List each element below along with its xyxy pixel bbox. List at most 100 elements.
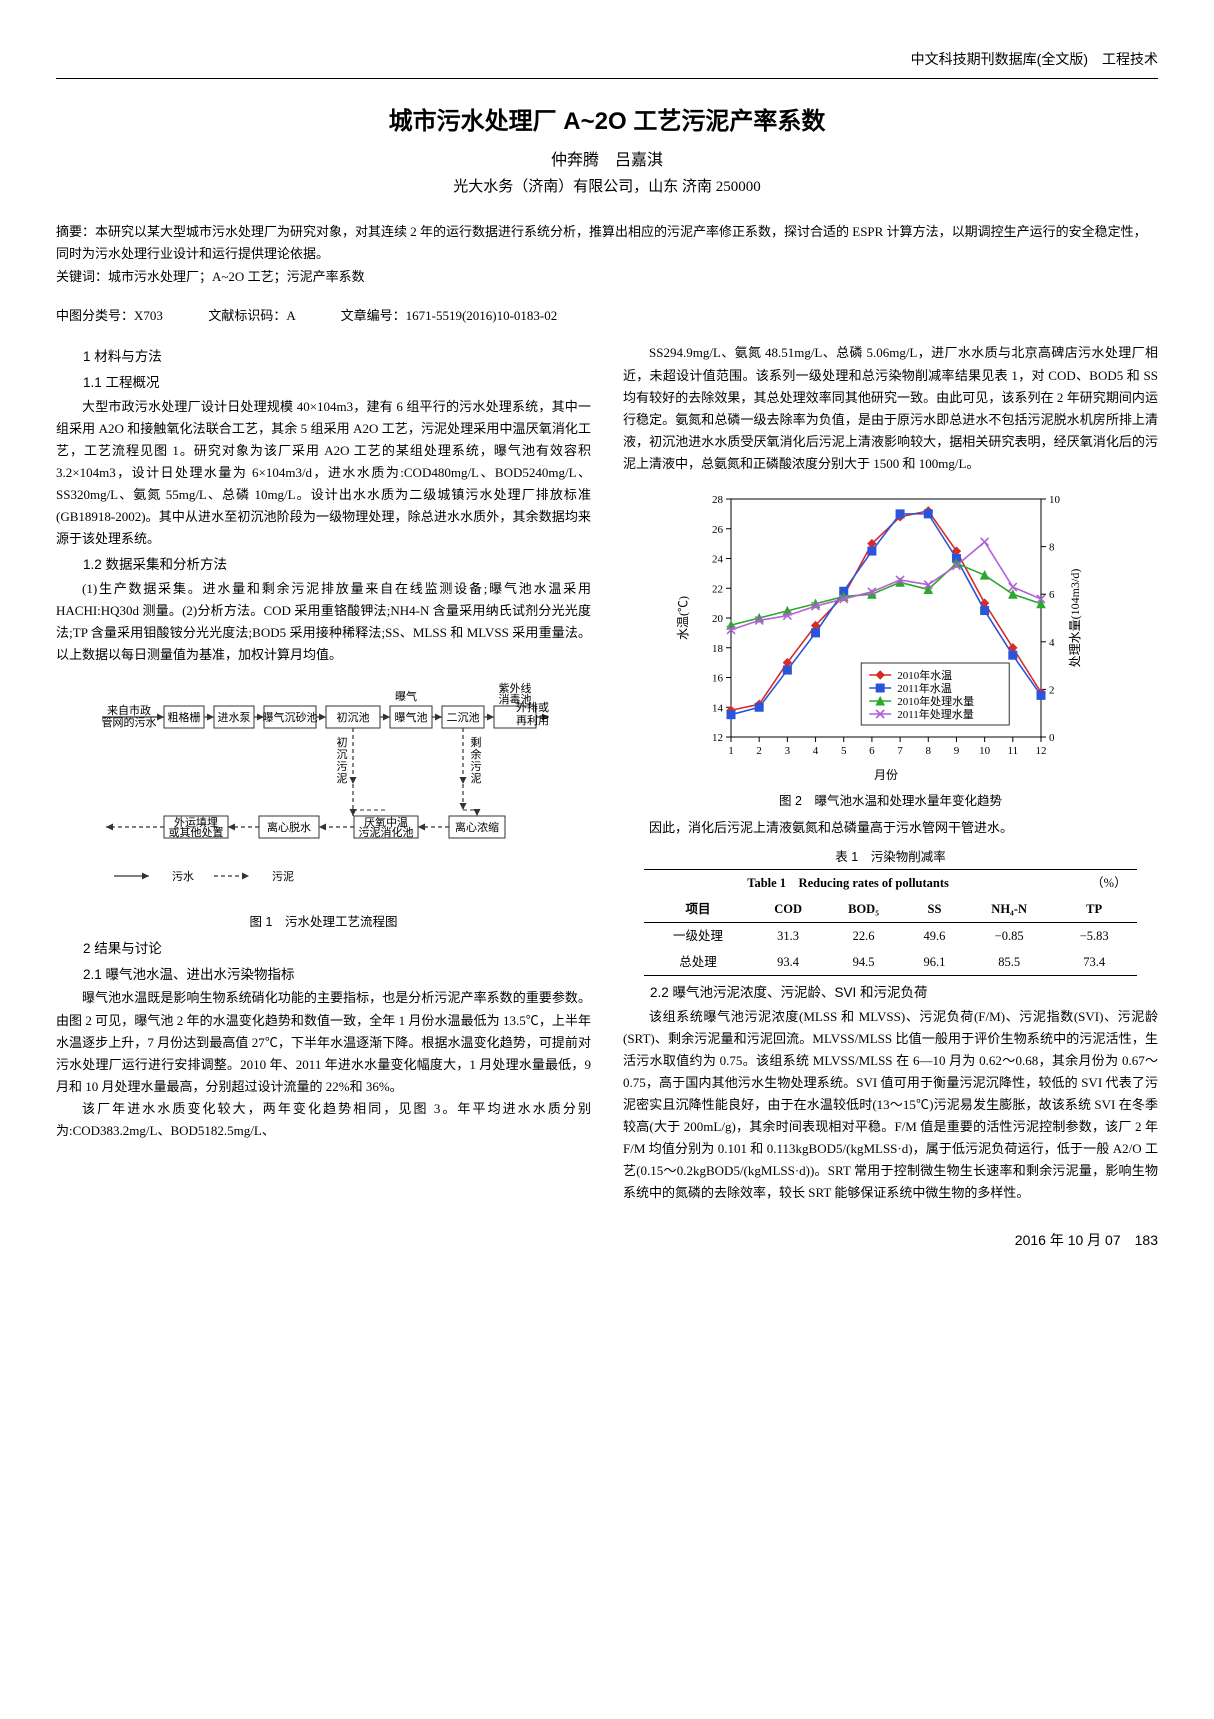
para-2: (1)生产数据采集。进水量和剩余污泥排放量来自在线监测设备;曝气池水温采用 HA… — [56, 578, 591, 666]
svg-text:18: 18 — [712, 643, 724, 655]
table-cell: 一级处理 — [644, 923, 751, 950]
journal-header: 中文科技期刊数据库(全文版) 工程技术 — [56, 48, 1158, 70]
svg-text:进水泵: 进水泵 — [217, 711, 250, 724]
table-col: BOD₅ — [825, 896, 903, 923]
svg-text:2011年处理水量: 2011年处理水量 — [897, 707, 974, 721]
svg-text:10: 10 — [979, 745, 991, 757]
svg-text:5: 5 — [840, 745, 846, 757]
svg-text:污泥消化池: 污泥消化池 — [358, 825, 413, 839]
table-1-unit: （%） — [1052, 870, 1137, 896]
svg-text:2010年水温: 2010年水温 — [897, 668, 952, 682]
table-cell: 总处理 — [644, 949, 751, 976]
figure-1-caption: 图 1 污水处理工艺流程图 — [56, 912, 591, 932]
table-cell: −5.83 — [1052, 923, 1137, 950]
two-column-layout: 1 材料与方法 1.1 工程概况 大型市政污水处理厂设计日处理规模 40×104… — [56, 342, 1158, 1204]
svg-text:2011年水温: 2011年水温 — [897, 681, 952, 695]
header-rule — [56, 78, 1158, 79]
table-cell: −0.85 — [967, 923, 1052, 950]
para-7: 该组系统曝气池污泥浓度(MLSS 和 MLVSS)、污泥负荷(F/M)、污泥指数… — [623, 1006, 1158, 1205]
svg-text:16: 16 — [712, 673, 724, 685]
abstract-text: 本研究以某大型城市污水处理厂为研究对象，对其连续 2 年的运行数据进行系统分析，… — [56, 224, 1147, 261]
article-no-label: 文章编号： — [341, 308, 406, 323]
svg-text:离心浓缩: 离心浓缩 — [455, 820, 499, 834]
heading-1-2: 1.2 数据采集和分析方法 — [56, 554, 591, 576]
right-column: SS294.9mg/L、氨氮 48.51mg/L、总磷 5.06mg/L，进厂水… — [623, 342, 1158, 1204]
svg-text:泥: 泥 — [336, 772, 347, 785]
svg-text:粗格栅: 粗格栅 — [167, 710, 200, 724]
para-1: 大型市政污水处理厂设计日处理规模 40×104m3，建有 6 组平行的污水处理系… — [56, 396, 591, 551]
svg-text:泥: 泥 — [470, 772, 481, 785]
svg-text:14: 14 — [712, 702, 724, 714]
svg-text:离心脱水: 离心脱水 — [267, 820, 311, 834]
svg-text:11: 11 — [1007, 745, 1018, 757]
clc-label: 中图分类号： — [56, 308, 134, 323]
svg-text:初沉池: 初沉池 — [336, 710, 369, 724]
svg-text:或其他处置: 或其他处置 — [168, 826, 223, 839]
svg-text:12: 12 — [1035, 745, 1046, 757]
keywords-label: 关键词： — [56, 269, 108, 284]
svg-text:污水: 污水 — [172, 870, 194, 883]
svg-text:二沉池: 二沉池 — [446, 711, 479, 724]
table-cell: 85.5 — [967, 949, 1052, 976]
svg-text:4: 4 — [812, 745, 818, 757]
table-cell: 96.1 — [902, 949, 966, 976]
svg-text:剩: 剩 — [470, 736, 481, 749]
clc: X703 — [134, 308, 163, 323]
svg-text:再利用: 再利用 — [516, 714, 549, 727]
svg-text:曝气沉砂池: 曝气沉砂池 — [262, 710, 317, 724]
svg-text:8: 8 — [1049, 542, 1055, 554]
abstract-label: 摘要： — [56, 224, 95, 239]
svg-text:2010年处理水量: 2010年处理水量 — [897, 694, 974, 708]
heading-2-1: 2.1 曝气池水温、进出水污染物指标 — [56, 964, 591, 986]
svg-text:紫外线: 紫外线 — [498, 681, 531, 695]
svg-text:4: 4 — [1049, 637, 1055, 649]
figure-1-svg: 曝气紫外线消毒池粗格栅进水泵曝气沉砂池初沉池曝气池二沉池来自市政管网的污水外排或… — [94, 676, 554, 906]
table-col: TP — [1052, 896, 1137, 923]
svg-text:污: 污 — [336, 760, 347, 773]
doc-code-label: 文献标识码： — [208, 308, 286, 323]
table-1-title-en: Table 1 Reducing rates of pollutants — [644, 870, 1051, 896]
meta-line: 中图分类号：X703 文献标识码：A 文章编号：1671-5519(2016)1… — [56, 306, 1158, 327]
svg-text:28: 28 — [712, 494, 724, 506]
svg-text:初: 初 — [336, 735, 347, 749]
svg-text:余: 余 — [470, 747, 481, 761]
article-no: 1671-5519(2016)10-0183-02 — [406, 308, 558, 323]
svg-text:20: 20 — [712, 613, 724, 625]
heading-2: 2 结果与讨论 — [56, 938, 591, 960]
table-cell: 49.6 — [902, 923, 966, 950]
abstract-block: 摘要：本研究以某大型城市污水处理厂为研究对象，对其连续 2 年的运行数据进行系统… — [56, 221, 1158, 287]
authors: 仲奔腾 吕嘉淇 — [56, 148, 1158, 174]
svg-text:24: 24 — [712, 554, 724, 566]
table-col: SS — [902, 896, 966, 923]
svg-text:1: 1 — [728, 745, 734, 757]
svg-text:曝气: 曝气 — [395, 689, 417, 703]
para-3: 曝气池水温既是影响生物系统硝化功能的主要指标，也是分析污泥产率系数的重要参数。由… — [56, 987, 591, 1097]
svg-text:0: 0 — [1049, 732, 1055, 744]
svg-text:曝气池: 曝气池 — [394, 710, 427, 724]
table-1-title-cn: 表 1 污染物削减率 — [623, 847, 1158, 867]
table-col: COD — [752, 896, 825, 923]
figure-1: 曝气紫外线消毒池粗格栅进水泵曝气沉砂池初沉池曝气池二沉池来自市政管网的污水外排或… — [56, 676, 591, 906]
table-col: 项目 — [644, 896, 751, 923]
table-1: Table 1 Reducing rates of pollutants （%）… — [644, 869, 1136, 976]
figure-2-caption: 图 2 曝气池水温和处理水量年变化趋势 — [623, 791, 1158, 811]
figure-2-svg: 123456789101112月份121416182022242628水温(℃)… — [671, 485, 1111, 785]
table-col: NH₄-N — [967, 896, 1052, 923]
svg-text:外排或: 外排或 — [516, 700, 549, 714]
heading-1-1: 1.1 工程概况 — [56, 372, 591, 394]
table-cell: 31.3 — [752, 923, 825, 950]
table-cell: 93.4 — [752, 949, 825, 976]
page-footer: 2016 年 10 月 07 183 — [56, 1229, 1158, 1251]
svg-text:2: 2 — [1049, 684, 1055, 696]
svg-text:沉: 沉 — [336, 748, 347, 761]
svg-text:6: 6 — [869, 745, 875, 757]
svg-text:处理水量(104m3/d): 处理水量(104m3/d) — [1068, 569, 1082, 668]
article-title: 城市污水处理厂 A~2O 工艺污泥产率系数 — [56, 103, 1158, 141]
svg-text:12: 12 — [712, 732, 723, 744]
para-4: 该厂年进水水质变化较大，两年变化趋势相同，见图 3。年平均进水水质分别为:COD… — [56, 1098, 591, 1142]
svg-text:水温(℃): 水温(℃) — [676, 596, 690, 640]
svg-text:26: 26 — [712, 524, 724, 536]
affiliation: 光大水务（济南）有限公司，山东 济南 250000 — [56, 175, 1158, 199]
svg-text:3: 3 — [784, 745, 790, 757]
svg-text:月份: 月份 — [873, 768, 897, 782]
